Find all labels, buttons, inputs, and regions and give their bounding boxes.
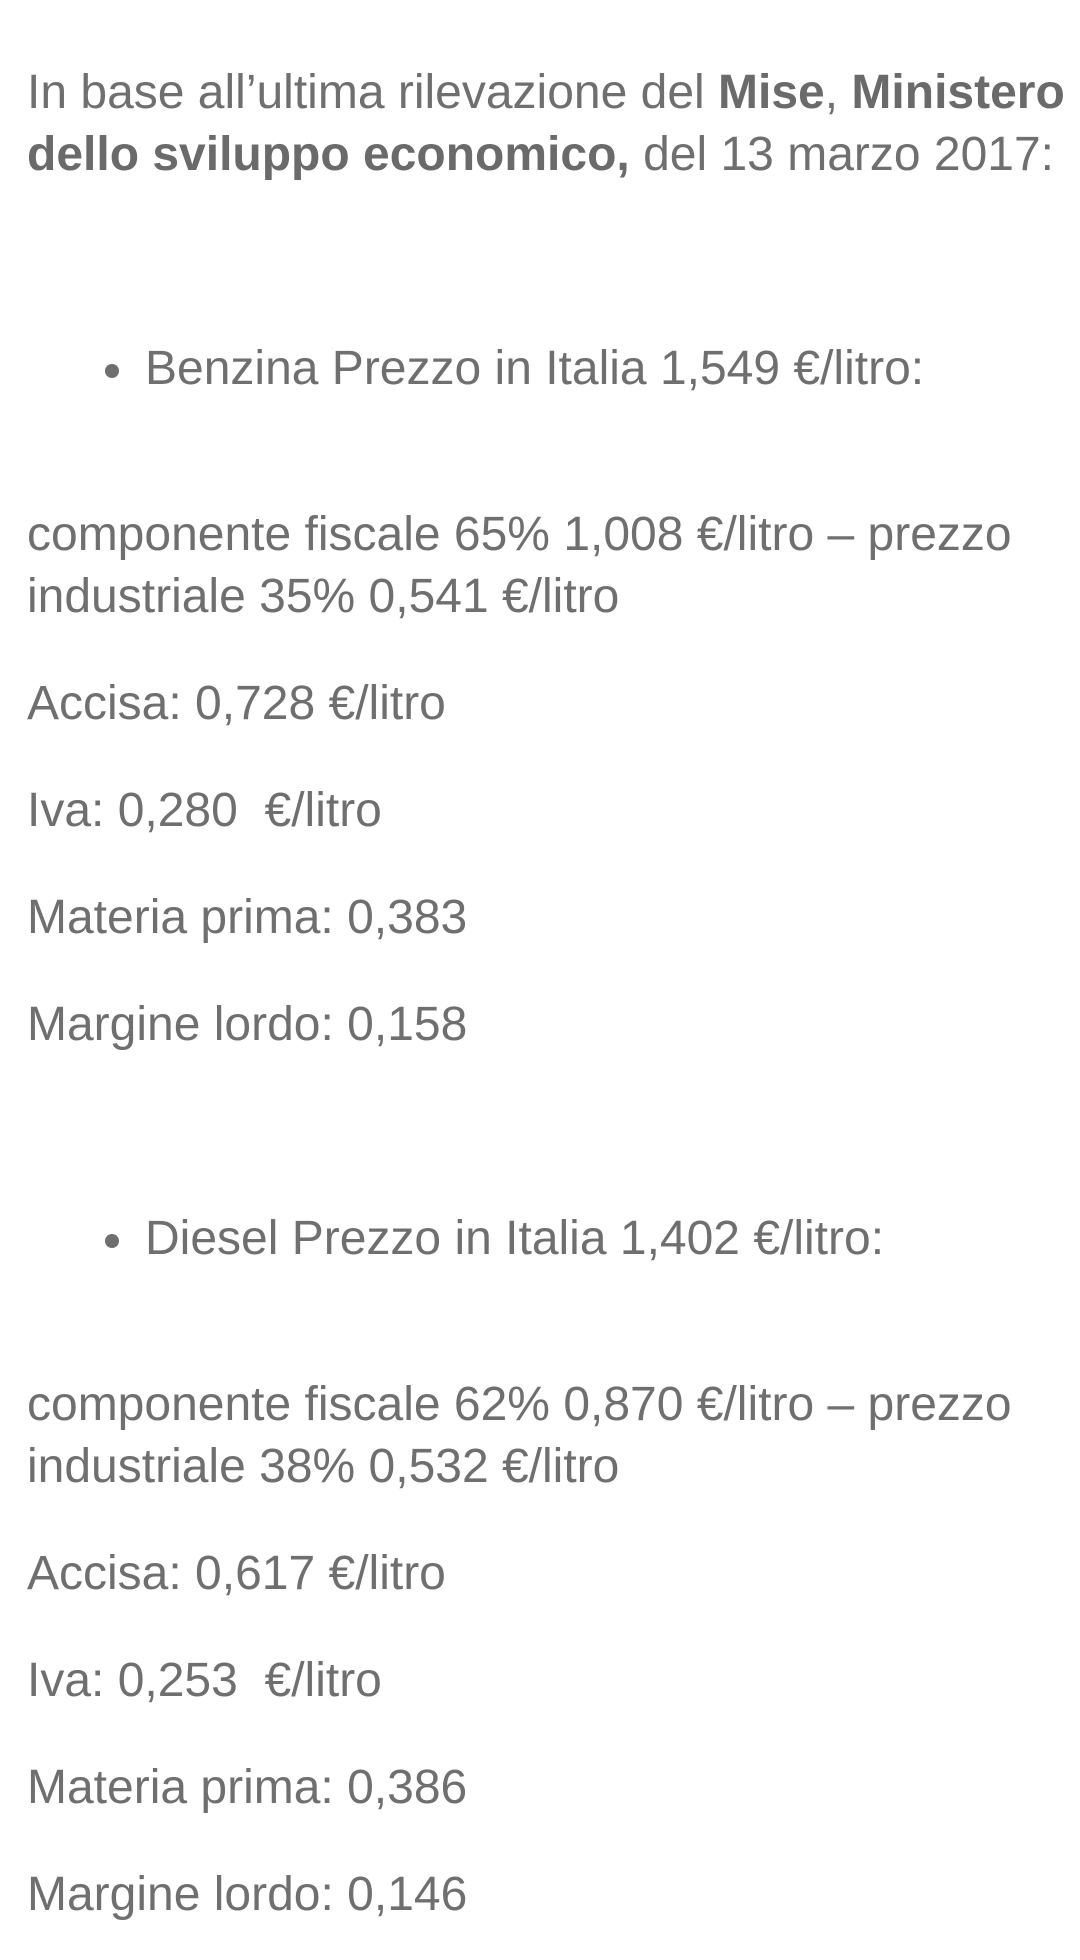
text: Iva: 0,280 €/litro [27,784,382,837]
text-line: In base all’ultima rilevazione del Mise,… [27,62,1065,124]
benzina-price-bullet: Benzina Prezzo in Italia 1,549 €/litro: [27,338,1053,400]
bold-text: Ministero [851,66,1065,119]
text: del 13 marzo 2017: [629,128,1055,181]
benzina-iva-paragraph: Iva: 0,280 €/litro [27,780,1053,842]
text-line: Materia prima: 0,383 [27,887,1053,949]
bold-text: Mise [718,66,825,119]
diesel-iva-paragraph: Iva: 0,253 €/litro [27,1650,1053,1712]
text-line: componente fiscale 65% 1,008 €/litro – p… [27,504,1053,566]
text: componente fiscale 62% 0,870 €/litro – p… [27,1378,1012,1431]
text-line: industriale 38% 0,532 €/litro [27,1436,1053,1498]
text: Accisa: 0,617 €/litro [27,1547,446,1600]
text-line: Margine lordo: 0,158 [27,994,1053,1056]
bullet-dot-icon [105,364,119,378]
benzina-margine-lordo-paragraph: Margine lordo: 0,158 [27,994,1053,1056]
diesel-accisa-paragraph: Accisa: 0,617 €/litro [27,1543,1053,1605]
text-line: Accisa: 0,728 €/litro [27,673,1053,735]
text-line: Materia prima: 0,386 [27,1757,1053,1819]
text-line: Benzina Prezzo in Italia 1,549 €/litro: [27,338,1053,400]
text: Materia prima: 0,383 [27,891,468,944]
text: Benzina Prezzo in Italia 1,549 €/litro: [145,342,925,395]
text: industriale 35% 0,541 €/litro [27,570,620,623]
text-line: Accisa: 0,617 €/litro [27,1543,1053,1605]
text: Materia prima: 0,386 [27,1761,468,1814]
bullet-dot-icon [105,1234,119,1248]
text: Accisa: 0,728 €/litro [27,677,446,730]
text-line: Margine lordo: 0,146 [27,1864,1053,1926]
text: industriale 38% 0,532 €/litro [27,1440,620,1493]
text-line: industriale 35% 0,541 €/litro [27,566,1053,628]
text: Margine lordo: 0,146 [27,1868,468,1921]
text: Iva: 0,253 €/litro [27,1654,382,1707]
benzina-accisa-paragraph: Accisa: 0,728 €/litro [27,673,1053,735]
text: Diesel Prezzo in Italia 1,402 €/litro: [145,1212,885,1265]
diesel-fiscal-split-paragraph: componente fiscale 62% 0,870 €/litro – p… [27,1374,1053,1498]
benzina-fiscal-split-paragraph: componente fiscale 65% 1,008 €/litro – p… [27,504,1053,628]
benzina-materia-prima-paragraph: Materia prima: 0,383 [27,887,1053,949]
diesel-margine-lordo-paragraph: Margine lordo: 0,146 [27,1864,1053,1926]
text-line: Diesel Prezzo in Italia 1,402 €/litro: [27,1208,1053,1270]
text-line: Iva: 0,253 €/litro [27,1650,1053,1712]
diesel-price-bullet: Diesel Prezzo in Italia 1,402 €/litro: [27,1208,1053,1270]
text: In base all’ultima rilevazione del [27,66,719,119]
bold-text: dello sviluppo economico, [27,128,630,181]
text: Margine lordo: 0,158 [27,998,468,1051]
text: componente fiscale 65% 1,008 €/litro – p… [27,508,1012,561]
text-line: Iva: 0,280 €/litro [27,780,1053,842]
diesel-materia-prima-paragraph: Materia prima: 0,386 [27,1757,1053,1819]
text-line: componente fiscale 62% 0,870 €/litro – p… [27,1374,1053,1436]
text-line: dello sviluppo economico, del 13 marzo 2… [27,124,1055,186]
intro-paragraph: In base all’ultima rilevazione del Mise,… [27,62,1065,186]
text: , [824,66,852,119]
